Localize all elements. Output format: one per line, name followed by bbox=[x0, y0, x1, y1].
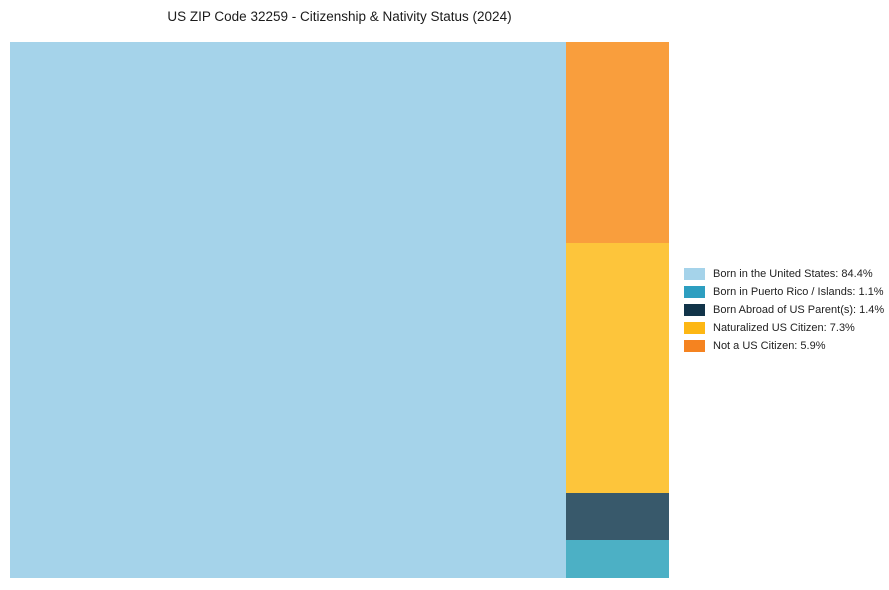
treemap bbox=[10, 42, 669, 578]
legend-swatch-naturalized-us-citizen bbox=[684, 322, 705, 335]
legend-swatch-not-a-us-citizen bbox=[684, 340, 705, 353]
legend: Born in the United States: 84.4% Born in… bbox=[684, 267, 884, 353]
legend-swatch-born-abroad-us-parents bbox=[684, 303, 705, 316]
chart-title: US ZIP Code 32259 - Citizenship & Nativi… bbox=[167, 9, 512, 24]
legend-label: Not a US Citizen: 5.9% bbox=[713, 340, 826, 353]
treemap-block-naturalized-us-citizen bbox=[565, 243, 669, 493]
treemap-block-born-abroad-us-parents bbox=[565, 492, 669, 541]
treemap-block-born-in-united-states bbox=[10, 42, 566, 578]
treemap-right-column bbox=[565, 42, 669, 578]
legend-label: Born Abroad of US Parent(s): 1.4% bbox=[713, 303, 885, 316]
treemap-block-not-a-us-citizen bbox=[565, 42, 669, 244]
legend-label: Naturalized US Citizen: 7.3% bbox=[713, 322, 855, 335]
legend-item: Not a US Citizen: 5.9% bbox=[684, 340, 884, 353]
legend-swatch-born-in-united-states bbox=[684, 267, 705, 280]
legend-label: Born in the United States: 84.4% bbox=[713, 267, 873, 280]
legend-item: Born in Puerto Rico / Islands: 1.1% bbox=[684, 285, 884, 298]
legend-item: Born Abroad of US Parent(s): 1.4% bbox=[684, 303, 884, 316]
treemap-block-born-in-puerto-rico-islands bbox=[565, 540, 669, 578]
legend-item: Naturalized US Citizen: 7.3% bbox=[684, 322, 884, 335]
legend-item: Born in the United States: 84.4% bbox=[684, 267, 884, 280]
legend-swatch-born-in-puerto-rico-islands bbox=[684, 285, 705, 298]
legend-label: Born in Puerto Rico / Islands: 1.1% bbox=[713, 285, 884, 298]
